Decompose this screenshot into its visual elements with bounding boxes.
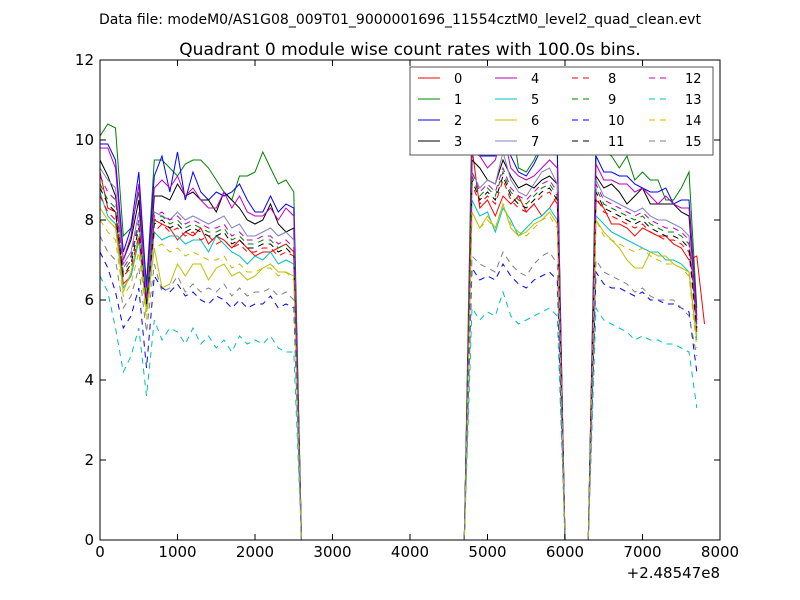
- legend-label-10: 10: [608, 114, 625, 129]
- legend-label-5: 5: [531, 93, 539, 108]
- x-tick-label: 2000: [236, 543, 274, 561]
- chart-title: Quadrant 0 module wise count rates with …: [179, 40, 640, 60]
- x-tick-label: 3000: [313, 543, 351, 561]
- y-tick-label: 2: [84, 451, 94, 469]
- series-line-13: [99, 275, 698, 541]
- legend-label-9: 9: [608, 93, 616, 108]
- legend-label-4: 4: [531, 72, 539, 87]
- series-line-3: [99, 158, 698, 541]
- axes: 0 1000 2000 3000 4000 5000 6000 7000 80000246810…: [75, 51, 739, 561]
- legend-label-1: 1: [454, 93, 462, 108]
- x-tick-label: 0: [95, 543, 105, 561]
- y-tick-label: 10: [75, 131, 94, 149]
- series-line-5: [99, 191, 698, 541]
- legend-box: [409, 66, 714, 156]
- x-tick-label: 6000: [546, 543, 584, 561]
- series-line-6: [99, 202, 698, 541]
- x-tick-label: 8000: [701, 543, 739, 561]
- x-tick-label: 7000: [623, 543, 661, 561]
- legend-label-8: 8: [608, 72, 616, 87]
- series-line-9: [99, 170, 698, 541]
- plot-lines: [99, 102, 705, 541]
- legend-label-15: 15: [685, 135, 702, 150]
- x-tick-label: 4000: [391, 543, 429, 561]
- series-line-12: [99, 166, 698, 541]
- y-tick-label: 4: [84, 371, 94, 389]
- series-line-14: [99, 202, 698, 541]
- series-line-4: [100, 131, 698, 541]
- x-offset-label: +2.48547e8: [627, 564, 720, 582]
- series-line-1: [99, 102, 698, 541]
- y-tick-label: 8: [84, 211, 94, 229]
- legend-label-3: 3: [454, 135, 462, 150]
- x-tick-label: 1000: [158, 543, 196, 561]
- series-line-10: [99, 251, 698, 541]
- legend-label-0: 0: [454, 72, 462, 87]
- series-line-11: [99, 174, 698, 541]
- y-tick-label: 12: [75, 51, 94, 69]
- legend-label-14: 14: [685, 114, 702, 129]
- y-tick-label: 6: [84, 291, 94, 309]
- x-tick-label: 5000: [468, 543, 506, 561]
- y-tick-label: 0: [84, 531, 94, 549]
- chart-suptitle: Data file: modeM0/AS1G08_009T01_90000016…: [99, 12, 701, 28]
- legend-label-11: 11: [608, 135, 625, 150]
- series-line-15: [99, 235, 698, 541]
- legend-label-13: 13: [685, 93, 702, 108]
- legend-label-2: 2: [454, 114, 462, 129]
- legend-label-6: 6: [531, 114, 539, 129]
- legend-label-7: 7: [531, 135, 539, 150]
- series-line-0: [99, 147, 705, 541]
- legend-label-12: 12: [685, 72, 702, 87]
